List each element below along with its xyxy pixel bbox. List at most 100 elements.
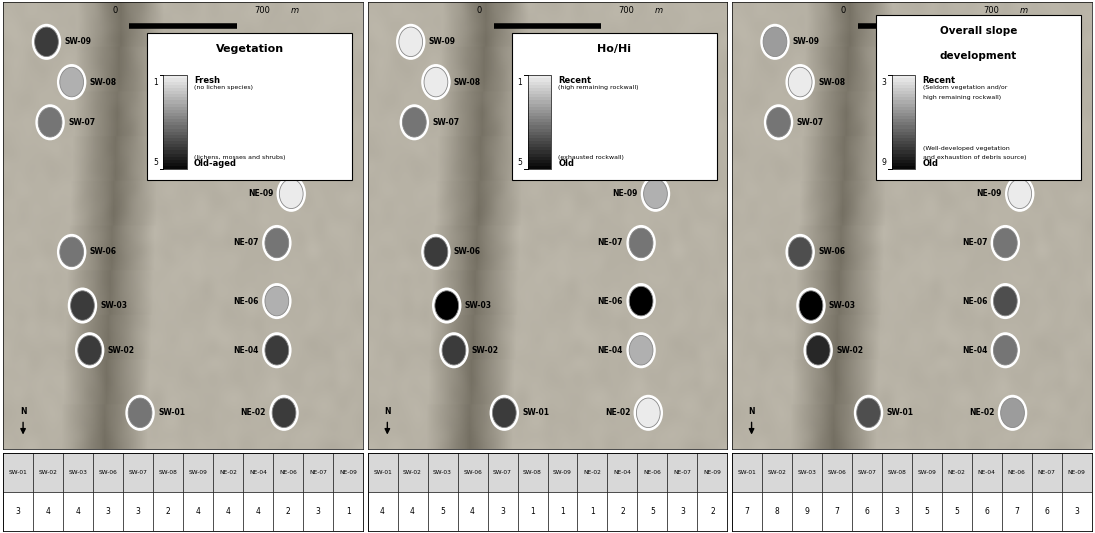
Text: SW-06: SW-06 — [90, 247, 117, 256]
Bar — [637, 453, 668, 492]
Text: Old-aged: Old-aged — [194, 159, 237, 168]
Bar — [163, 85, 187, 88]
Text: SW-08: SW-08 — [90, 78, 117, 86]
Text: SW-03: SW-03 — [69, 470, 88, 475]
Bar — [397, 453, 427, 492]
Text: Recent: Recent — [558, 76, 591, 85]
Text: SW-08: SW-08 — [523, 470, 542, 475]
Bar — [163, 154, 187, 157]
Bar — [153, 453, 183, 492]
Text: Old: Old — [558, 159, 574, 168]
Bar — [892, 125, 915, 128]
Text: SW-01: SW-01 — [158, 408, 185, 417]
Circle shape — [1006, 177, 1034, 211]
Bar — [528, 78, 551, 82]
Text: NE-09: NE-09 — [703, 470, 722, 475]
Text: 3: 3 — [315, 507, 321, 516]
Text: SW-01: SW-01 — [373, 470, 392, 475]
Circle shape — [765, 106, 793, 139]
Text: SW-09: SW-09 — [429, 37, 456, 46]
Bar — [892, 128, 915, 132]
Text: 2: 2 — [286, 507, 290, 516]
Text: NE-06: NE-06 — [233, 296, 258, 305]
Text: (no lichen species): (no lichen species) — [194, 85, 253, 90]
Bar — [892, 103, 915, 107]
Circle shape — [992, 226, 1019, 260]
Text: NE-06: NE-06 — [279, 470, 297, 475]
Bar — [548, 453, 577, 492]
Text: NE-06: NE-06 — [598, 296, 623, 305]
Text: SW-02: SW-02 — [837, 346, 863, 355]
Bar — [892, 147, 915, 150]
Text: and exhaustion of debris source): and exhaustion of debris source) — [923, 155, 1026, 160]
Text: 0: 0 — [476, 6, 482, 15]
Circle shape — [423, 65, 450, 99]
Circle shape — [1001, 398, 1025, 427]
Text: 4: 4 — [46, 507, 50, 516]
Bar — [163, 138, 187, 141]
Circle shape — [263, 284, 290, 318]
Text: NE-04: NE-04 — [978, 470, 995, 475]
Bar — [892, 119, 915, 122]
Circle shape — [35, 27, 58, 56]
Text: high remaining rockwall): high remaining rockwall) — [923, 95, 1001, 100]
Text: NE-06: NE-06 — [1007, 470, 1026, 475]
Text: Recent: Recent — [923, 76, 956, 85]
Text: 3: 3 — [136, 507, 140, 516]
Bar — [881, 492, 912, 531]
Bar — [762, 492, 792, 531]
Circle shape — [1007, 179, 1031, 208]
Text: NE-02: NE-02 — [219, 470, 238, 475]
Bar — [3, 453, 33, 492]
Circle shape — [60, 237, 83, 266]
Text: NE-04: NE-04 — [233, 346, 258, 355]
Bar — [528, 141, 551, 144]
Circle shape — [993, 335, 1017, 365]
Bar — [762, 453, 792, 492]
Circle shape — [423, 235, 450, 269]
Text: SW-09: SW-09 — [918, 470, 936, 475]
Circle shape — [401, 106, 428, 139]
Text: 3: 3 — [895, 507, 899, 516]
Bar — [608, 492, 637, 531]
Bar — [892, 150, 915, 154]
Bar — [1031, 492, 1062, 531]
Text: SW-01: SW-01 — [737, 470, 757, 475]
Text: development: development — [940, 51, 1017, 61]
Bar — [731, 492, 762, 531]
Bar — [487, 492, 518, 531]
Bar — [163, 125, 187, 128]
Text: (Well-developed vegetation: (Well-developed vegetation — [923, 147, 1010, 151]
Bar — [163, 94, 187, 97]
Text: SW-01: SW-01 — [887, 408, 913, 417]
Bar — [792, 492, 821, 531]
Circle shape — [126, 396, 153, 430]
Bar — [243, 492, 274, 531]
Text: m: m — [291, 6, 299, 15]
Bar — [608, 453, 637, 492]
Circle shape — [265, 335, 289, 365]
Circle shape — [627, 226, 655, 260]
Bar — [163, 157, 187, 160]
Circle shape — [33, 25, 60, 59]
Circle shape — [763, 27, 787, 56]
Bar — [528, 100, 551, 103]
Bar — [163, 122, 187, 125]
Text: SW-01: SW-01 — [522, 408, 550, 417]
Circle shape — [265, 228, 289, 258]
Bar — [528, 119, 551, 122]
Text: 1: 1 — [518, 78, 522, 86]
Bar — [528, 138, 551, 141]
Bar — [163, 100, 187, 103]
Bar — [518, 453, 548, 492]
Text: NE-06: NE-06 — [963, 296, 988, 305]
Bar — [637, 492, 668, 531]
Text: SW-06: SW-06 — [99, 470, 117, 475]
Text: 5: 5 — [153, 158, 158, 167]
Text: NE-07: NE-07 — [598, 238, 623, 247]
Bar — [163, 97, 187, 100]
Bar — [876, 15, 1081, 180]
Bar — [397, 492, 427, 531]
Circle shape — [273, 398, 296, 427]
Bar — [668, 492, 698, 531]
